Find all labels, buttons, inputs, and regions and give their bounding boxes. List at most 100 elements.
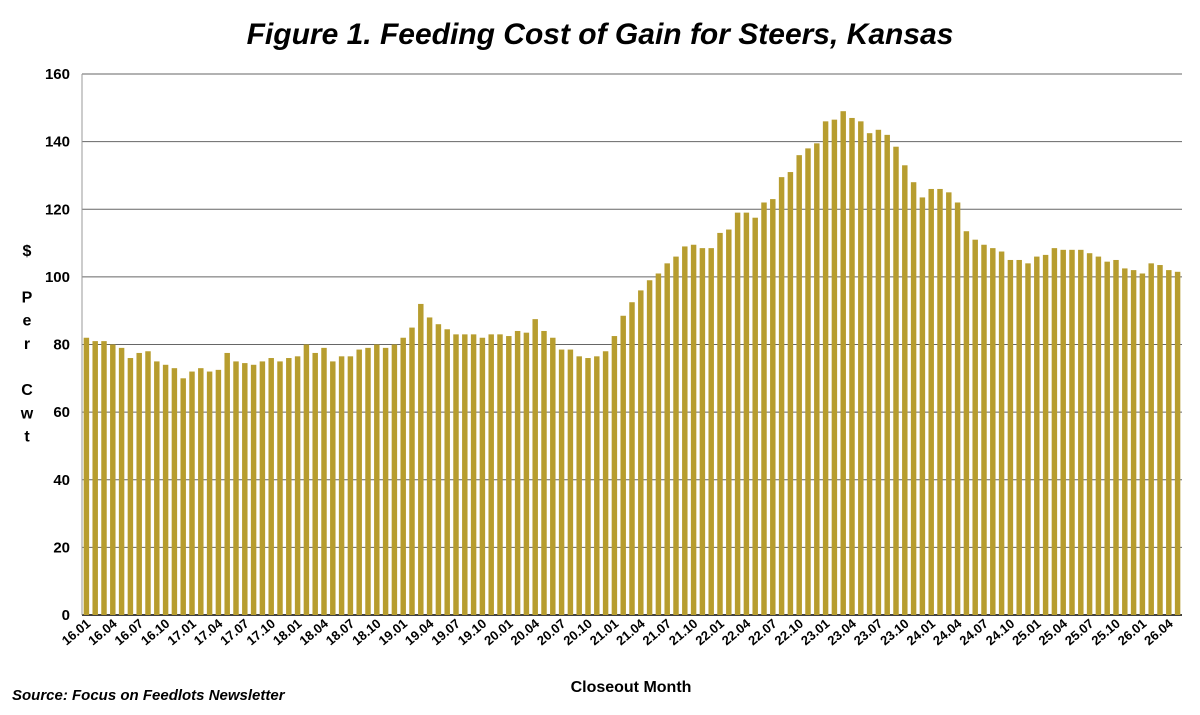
x-tick-label: 21.10 (666, 616, 701, 648)
bar (585, 358, 591, 615)
bar (1095, 256, 1102, 615)
bar (946, 192, 952, 615)
bar (1174, 271, 1181, 615)
bar (708, 248, 714, 615)
x-tick-label: 23.01 (798, 616, 833, 648)
y-tick-label: 20 (53, 539, 70, 556)
bar (250, 364, 257, 615)
bar (268, 358, 274, 615)
bar (646, 280, 653, 615)
x-tick-label: 19.04 (402, 615, 437, 648)
bar (558, 349, 565, 615)
x-tick-label: 17.07 (217, 616, 252, 648)
bar (1060, 249, 1066, 615)
bar (893, 146, 899, 615)
x-tick-label: 21.04 (613, 615, 648, 648)
bar (910, 182, 917, 615)
x-tick-label: 20.07 (534, 616, 569, 648)
bar (180, 378, 186, 615)
x-tick-label: 25.07 (1062, 616, 1097, 648)
bar (242, 363, 248, 615)
x-tick-label: 26.04 (1141, 615, 1176, 648)
x-tick-label: 18.10 (349, 616, 384, 648)
bar (506, 336, 512, 615)
bar (840, 111, 846, 615)
bar (215, 369, 222, 615)
bar (796, 155, 802, 615)
bar (462, 334, 468, 615)
bar (778, 177, 785, 615)
x-tick-label: 18.04 (296, 615, 331, 648)
x-tick-label: 21.07 (640, 616, 675, 648)
bar (1104, 261, 1110, 615)
bar (444, 329, 450, 615)
bar (1157, 265, 1163, 615)
bar (418, 303, 424, 615)
bar (1122, 268, 1128, 615)
bar (171, 368, 178, 615)
bar (294, 356, 301, 615)
bar (990, 248, 996, 615)
y-tick-label: 140 (45, 134, 70, 151)
bar (594, 356, 600, 615)
bar (303, 344, 310, 615)
bar (866, 133, 873, 616)
bar (347, 356, 354, 615)
bar (426, 317, 433, 615)
bar (541, 330, 547, 615)
bar (435, 324, 442, 615)
bar (822, 121, 829, 615)
x-tick-label: 19.01 (376, 616, 411, 648)
bar (734, 212, 741, 615)
bar (206, 371, 213, 615)
bar (981, 244, 987, 615)
bar (1034, 256, 1040, 615)
bar (831, 119, 838, 616)
y-tick-label: 160 (45, 66, 70, 83)
bar (391, 344, 398, 615)
x-tick-label: 26.01 (1115, 616, 1150, 648)
bar (136, 352, 142, 615)
x-tick-label: 25.01 (1009, 616, 1044, 648)
x-tick-label: 22.01 (692, 616, 727, 648)
bars (83, 111, 1181, 616)
bar (470, 334, 477, 615)
bar (902, 165, 908, 616)
bar (1069, 249, 1075, 615)
y-tick-label: 0 (62, 607, 70, 624)
bar (787, 172, 794, 615)
bar (699, 248, 706, 615)
bar (224, 352, 230, 615)
bar (312, 352, 318, 615)
bar (532, 319, 538, 615)
bar (1016, 259, 1022, 615)
bar (919, 197, 926, 616)
bar (972, 239, 978, 615)
source-note: Source: Focus on Feedlots Newsletter (12, 687, 286, 704)
x-tick-label: 23.07 (851, 616, 886, 648)
x-tick-label: 24.04 (930, 615, 965, 648)
x-tick-label: 17.01 (164, 616, 199, 648)
bar (576, 356, 582, 615)
x-tick-label: 18.01 (270, 616, 305, 648)
bar (1051, 248, 1058, 615)
bar (602, 351, 609, 615)
bar (189, 371, 195, 615)
bar (1148, 263, 1154, 615)
bar (963, 231, 970, 616)
bar (198, 368, 204, 615)
bar (928, 188, 934, 615)
bar (814, 143, 820, 615)
bar (374, 344, 380, 615)
x-tick-label: 21.01 (587, 616, 622, 648)
bar (400, 337, 406, 615)
y-axis-label-char: P (22, 289, 33, 306)
x-tick-label: 23.10 (877, 616, 912, 648)
x-tick-label: 16.04 (85, 615, 120, 648)
bar (1166, 270, 1172, 615)
x-tick-label: 24.10 (983, 616, 1018, 648)
bar (1078, 249, 1084, 615)
y-tick-label: 60 (53, 404, 70, 421)
